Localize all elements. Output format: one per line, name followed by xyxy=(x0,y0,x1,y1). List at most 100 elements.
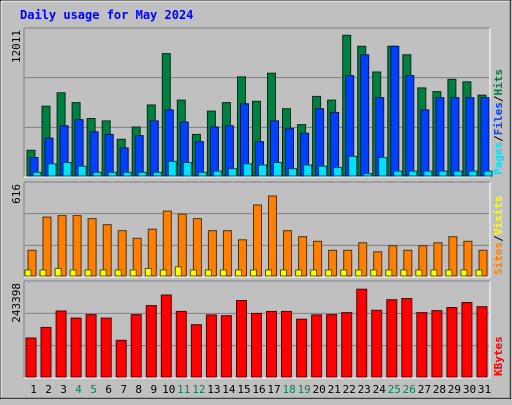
x-tick-label-day-29: 29 xyxy=(448,383,461,396)
bar-files-day-6 xyxy=(104,133,114,177)
x-tick-label-day-18: 18 xyxy=(282,383,295,396)
panel-sites-visits: 616 Sites/Visits xyxy=(10,181,505,278)
bar-visits-day-27 xyxy=(415,269,423,277)
bar-pages-day-2 xyxy=(47,163,57,177)
bar-files-day-21 xyxy=(330,111,340,177)
chart-panels: 12011Pages/Files/Hits616Sites/Visits2433… xyxy=(10,27,505,379)
axis-label-separator: / xyxy=(492,95,505,102)
bar-sites-day-27 xyxy=(418,245,428,277)
bar-pages-day-23 xyxy=(363,173,373,177)
bar-visits-day-7 xyxy=(114,269,122,277)
bar-visits-day-22 xyxy=(340,269,348,277)
axis-label-separator: / xyxy=(492,235,505,242)
bar-pages-day-29 xyxy=(453,170,463,177)
x-tick-label-day-19: 19 xyxy=(297,383,310,396)
x-tick-label-day-6: 6 xyxy=(105,383,112,396)
axis-label-sites: Sites xyxy=(492,242,505,275)
bar-visits-day-8 xyxy=(129,269,137,277)
bar-files-day-9 xyxy=(149,120,159,177)
x-tick-label-day-15: 15 xyxy=(237,383,250,396)
bar-visits-day-6 xyxy=(99,269,107,277)
bar-sites-day-14 xyxy=(222,230,232,277)
x-tick-label-day-23: 23 xyxy=(358,383,371,396)
bar-pages-day-9 xyxy=(152,171,162,177)
bar-pages-day-17 xyxy=(273,162,282,177)
bar-sites-day-20 xyxy=(313,240,323,277)
bar-files-day-5 xyxy=(89,131,99,177)
bar-sites-day-21 xyxy=(328,249,338,277)
bar-kbytes-day-31 xyxy=(476,306,488,378)
bar-visits-day-13 xyxy=(204,269,212,277)
bar-visits-day-26 xyxy=(400,269,408,277)
axis-label-pages: Pages xyxy=(492,142,505,175)
bar-visits-day-31 xyxy=(475,269,483,277)
bar-visits-day-25 xyxy=(385,269,393,277)
bar-sites-day-3 xyxy=(57,215,67,277)
axis-label-sites-visits: Sites/Visits xyxy=(492,196,505,276)
bar-kbytes-day-13 xyxy=(205,314,217,378)
bar-sites-day-13 xyxy=(207,230,217,277)
bar-kbytes-day-20 xyxy=(311,314,323,378)
bar-kbytes-day-27 xyxy=(416,312,428,378)
bar-visits-day-12 xyxy=(189,269,197,277)
bar-visits-day-9 xyxy=(144,268,152,277)
bar-kbytes-day-2 xyxy=(40,326,52,378)
x-tick-label-day-2: 2 xyxy=(45,383,52,396)
series-sites xyxy=(27,195,488,277)
bar-files-day-26 xyxy=(405,75,415,177)
bar-files-day-27 xyxy=(420,109,430,177)
x-tick-label-day-20: 20 xyxy=(312,383,325,396)
bar-kbytes-day-17 xyxy=(266,310,277,378)
bar-visits-day-17 xyxy=(265,269,272,277)
axis-label-hits-files-pages: Pages/Files/Hits xyxy=(492,69,505,175)
bar-kbytes-day-23 xyxy=(356,288,368,378)
bar-sites-day-10 xyxy=(162,210,172,277)
axis-label-kbytes: KBytes xyxy=(492,336,505,376)
bar-files-day-23 xyxy=(360,54,370,177)
bar-sites-day-19 xyxy=(298,236,308,277)
bar-kbytes-day-30 xyxy=(461,302,473,378)
bar-kbytes-day-7 xyxy=(115,339,127,378)
bar-visits-day-15 xyxy=(235,269,242,277)
x-tick-label-day-8: 8 xyxy=(135,383,142,396)
x-tick-label-day-9: 9 xyxy=(150,383,157,396)
bar-pages-day-30 xyxy=(468,170,478,177)
bar-visits-day-20 xyxy=(310,269,318,277)
bar-kbytes-day-16 xyxy=(251,312,262,378)
bar-kbytes-day-18 xyxy=(281,310,292,378)
bar-kbytes-day-26 xyxy=(401,298,413,378)
bar-visits-day-2 xyxy=(39,269,47,277)
bar-pages-day-16 xyxy=(258,164,267,177)
scale-label-sites-visits: 616 xyxy=(10,184,23,204)
bar-visits-day-19 xyxy=(295,269,303,277)
x-tick-label-day-14: 14 xyxy=(222,383,236,396)
x-tick-label-day-4: 4 xyxy=(75,383,82,396)
axis-label-separator: / xyxy=(492,135,505,142)
bar-pages-day-25 xyxy=(393,170,403,177)
bar-sites-day-24 xyxy=(373,251,383,277)
chart-title: Daily usage for May 2024 xyxy=(20,8,193,22)
bar-kbytes-day-4 xyxy=(70,317,82,378)
bar-kbytes-day-24 xyxy=(371,309,383,378)
bar-files-day-8 xyxy=(134,135,144,177)
bar-pages-day-19 xyxy=(303,164,313,177)
bar-pages-day-14 xyxy=(227,168,237,177)
x-tick-label-day-1: 1 xyxy=(30,383,37,396)
x-tick-label-day-28: 28 xyxy=(433,383,446,396)
bar-visits-day-10 xyxy=(159,269,167,277)
bar-sites-day-23 xyxy=(358,242,368,277)
x-tick-label-day-3: 3 xyxy=(60,383,67,396)
bar-sites-day-29 xyxy=(448,236,458,277)
bar-pages-day-20 xyxy=(318,165,328,177)
bar-pages-day-10 xyxy=(167,160,177,177)
bar-visits-day-3 xyxy=(54,268,62,277)
bar-kbytes-day-14 xyxy=(220,315,232,378)
bar-kbytes-day-12 xyxy=(190,324,202,378)
bar-visits-day-30 xyxy=(460,269,468,277)
bar-kbytes-day-19 xyxy=(296,318,308,378)
bar-sites-day-6 xyxy=(102,224,112,277)
bar-sites-day-26 xyxy=(403,249,413,277)
bar-kbytes-day-6 xyxy=(100,317,112,378)
